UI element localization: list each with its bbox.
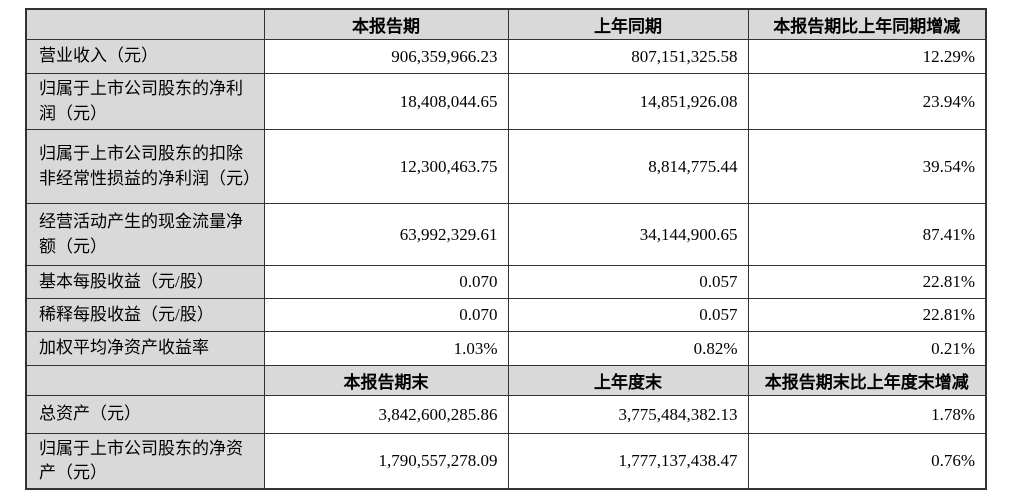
value-prior: 1,777,137,438.47 (507, 433, 749, 490)
value-prior: 0.82% (507, 331, 749, 366)
metric-label: 基本每股收益（元/股） (25, 265, 265, 299)
table-row-basic-eps: 基本每股收益（元/股） 0.070 0.057 22.81% (25, 265, 987, 299)
column-header-metric (25, 365, 265, 396)
value-prior: 34,144,900.65 (507, 203, 749, 266)
metric-label: 加权平均净资产收益率 (25, 331, 265, 366)
value-current: 1.03% (263, 331, 509, 366)
value-current: 0.070 (263, 265, 509, 299)
table-row-yearend-header: 本报告期末 上年度末 本报告期末比上年度末增减 (25, 365, 987, 396)
table-row-period-header: 本报告期 上年同期 本报告期比上年同期增减 (25, 8, 987, 40)
value-current: 1,790,557,278.09 (263, 433, 509, 490)
table-row-net-assets: 归属于上市公司股东的净资产（元） 1,790,557,278.09 1,777,… (25, 433, 987, 490)
metric-label: 稀释每股收益（元/股） (25, 298, 265, 332)
metric-label: 营业收入（元） (25, 39, 265, 74)
value-change: 0.21% (747, 331, 987, 366)
value-prior: 14,851,926.08 (507, 73, 749, 130)
value-current: 3,842,600,285.86 (263, 395, 509, 434)
financial-summary-table: 本报告期 上年同期 本报告期比上年同期增减 营业收入（元） 906,359,96… (25, 8, 987, 491)
value-current: 18,408,044.65 (263, 73, 509, 130)
value-prior: 8,814,775.44 (507, 129, 749, 204)
metric-label: 经营活动产生的现金流量净额（元） (25, 203, 265, 266)
value-current: 0.070 (263, 298, 509, 332)
table-row-diluted-eps: 稀释每股收益（元/股） 0.070 0.057 22.81% (25, 298, 987, 332)
column-header-period-end: 本报告期末 (263, 365, 509, 396)
metric-label: 归属于上市公司股东的净利润（元） (25, 73, 265, 130)
table-row-total-assets: 总资产（元） 3,842,600,285.86 3,775,484,382.13… (25, 395, 987, 434)
value-change: 0.76% (747, 433, 987, 490)
column-header-yearend-change: 本报告期末比上年度末增减 (747, 365, 987, 396)
value-current: 63,992,329.61 (263, 203, 509, 266)
table-row-operating-cash-flow: 经营活动产生的现金流量净额（元） 63,992,329.61 34,144,90… (25, 203, 987, 266)
value-prior: 0.057 (507, 265, 749, 299)
value-change: 22.81% (747, 265, 987, 299)
column-header-period-change: 本报告期比上年同期增减 (747, 8, 987, 40)
value-current: 12,300,463.75 (263, 129, 509, 204)
value-change: 22.81% (747, 298, 987, 332)
column-header-current-period: 本报告期 (263, 8, 509, 40)
table-row-weighted-roe: 加权平均净资产收益率 1.03% 0.82% 0.21% (25, 331, 987, 366)
metric-label: 总资产（元） (25, 395, 265, 434)
value-change: 39.54% (747, 129, 987, 204)
table-row-net-profit-deducted: 归属于上市公司股东的扣除非经常性损益的净利润（元） 12,300,463.75 … (25, 129, 987, 204)
value-change: 1.78% (747, 395, 987, 434)
table-row-net-profit: 归属于上市公司股东的净利润（元） 18,408,044.65 14,851,92… (25, 73, 987, 130)
value-prior: 807,151,325.58 (507, 39, 749, 74)
value-prior: 3,775,484,382.13 (507, 395, 749, 434)
metric-label: 归属于上市公司股东的扣除非经常性损益的净利润（元） (25, 129, 265, 204)
value-prior: 0.057 (507, 298, 749, 332)
column-header-metric (25, 8, 265, 40)
metric-label: 归属于上市公司股东的净资产（元） (25, 433, 265, 490)
value-current: 906,359,966.23 (263, 39, 509, 74)
table-row-revenue: 营业收入（元） 906,359,966.23 807,151,325.58 12… (25, 39, 987, 74)
column-header-prior-yearend: 上年度末 (507, 365, 749, 396)
value-change: 12.29% (747, 39, 987, 74)
value-change: 23.94% (747, 73, 987, 130)
value-change: 87.41% (747, 203, 987, 266)
column-header-prior-period: 上年同期 (507, 8, 749, 40)
